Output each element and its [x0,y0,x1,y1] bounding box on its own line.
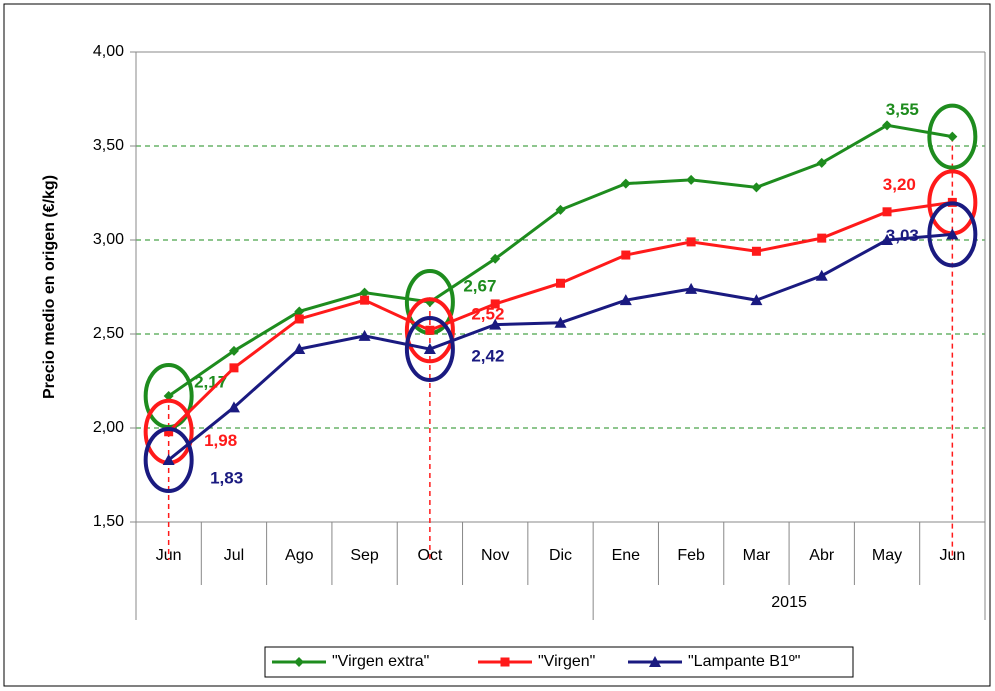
point-marker [555,204,566,215]
point-marker [490,299,500,309]
point-marker [946,228,959,240]
point-marker [649,656,661,667]
point-marker [815,269,828,281]
x-tick-label: Feb [677,547,705,564]
x-tick-label: Ago [285,547,314,564]
legend-box [264,646,854,678]
point-marker [425,325,435,335]
highlight-circle [404,316,455,383]
value-label: 3,03 [886,226,919,245]
point-marker [751,182,762,193]
value-label: 1,98 [204,431,237,450]
highlight-circle [143,426,194,493]
x-tick-label: Jul [224,547,244,564]
x-tick-label: Mar [743,547,771,564]
point-marker [816,157,827,168]
point-marker [228,345,239,356]
point-marker [554,316,567,328]
point-marker [358,329,371,341]
value-label: 2,52 [471,305,504,324]
x-tick-label: May [872,547,902,564]
highlight-circle [927,201,978,268]
y-tick-label: 1,50 [93,513,124,530]
point-marker [620,178,631,189]
point-marker [164,427,174,437]
point-marker [686,237,696,247]
point-marker [293,343,306,355]
point-marker [294,306,305,317]
point-marker [686,174,697,185]
value-label: 3,55 [886,100,919,119]
point-marker [294,657,304,667]
y-tick-label: 4,00 [93,43,124,60]
point-marker [229,363,239,373]
legend-label: "Virgen" [538,653,595,670]
point-marker [881,234,894,245]
y-tick-label: 3,50 [93,137,124,154]
highlight-circle [927,103,978,170]
y-tick-label: 2,50 [93,325,124,342]
point-marker [423,343,436,355]
y-axis-title: Precio medio en origen (€/kg) [41,175,58,399]
chart-border [3,3,991,687]
point-marker [490,253,501,264]
x-tick-label: Nov [481,547,509,564]
y-tick-label: 2,00 [93,419,124,436]
x-group-label: 2015 [771,594,807,611]
point-marker [817,233,827,243]
x-tick-label: Jun [156,547,182,564]
value-label: 2,17 [194,373,227,392]
x-tick-label: Dic [549,547,572,564]
point-marker [163,391,174,402]
point-marker [621,250,631,260]
value-label: 2,42 [471,347,504,366]
y-tick-label: 3,00 [93,231,124,248]
point-marker [619,294,632,306]
point-marker [500,657,510,667]
point-marker [947,131,958,142]
point-marker [489,318,502,330]
point-marker [227,401,240,413]
point-marker [360,295,370,305]
legend-label: "Virgen extra" [332,653,429,670]
highlight-circle [404,297,455,364]
value-label: 1,83 [210,468,243,487]
x-tick-label: Abr [809,547,835,564]
point-marker [359,287,370,298]
legend-label: "Lampante B1º" [688,653,800,670]
value-label: 3,20 [883,175,916,194]
point-marker [750,294,763,306]
point-marker [294,314,304,324]
x-tick-label: Jun [939,547,965,564]
point-marker [685,282,698,294]
point-marker [162,453,175,465]
point-marker [556,278,565,288]
x-tick-label: Sep [350,547,379,564]
x-tick-label: Ene [612,547,641,564]
point-marker [882,207,892,217]
point-marker [751,246,761,256]
value-label: 2,67 [463,277,496,296]
point-marker [882,120,893,131]
